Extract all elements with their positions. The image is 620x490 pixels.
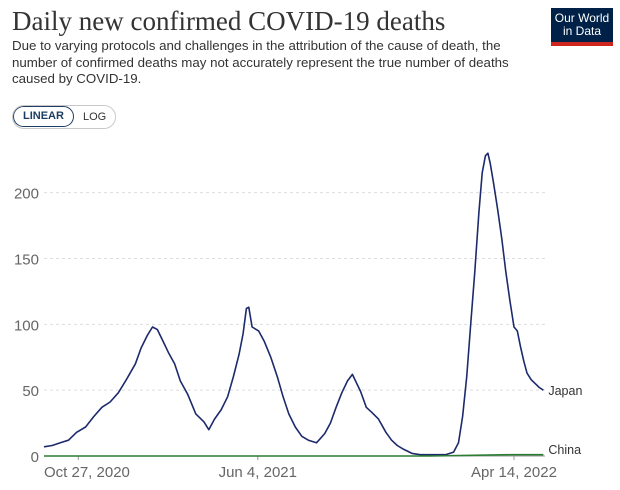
grid-lines <box>44 192 545 457</box>
x-tick-label: Jun 4, 2021 <box>219 464 297 481</box>
x-tick-label: Oct 27, 2020 <box>44 464 130 481</box>
y-axis-ticks: 0 50 100 150 200 <box>14 186 39 466</box>
x-axis-ticks: Oct 27, 2020 Jun 4, 2021 Apr 14, 2022 <box>44 456 557 481</box>
series-label-japan: Japan <box>548 384 582 398</box>
x-tick-label: Apr 14, 2022 <box>471 464 557 481</box>
series-line-china <box>44 453 544 457</box>
scale-toggle: LINEAR LOG <box>12 105 117 129</box>
logo-accent-bar <box>551 42 613 46</box>
series-labels: Japan China <box>548 384 582 457</box>
y-tick-label: 150 <box>14 252 39 269</box>
y-tick-label: 50 <box>22 383 39 400</box>
chart-subtitle: Due to varying protocols and challenges … <box>12 38 509 86</box>
series-label-china: China <box>548 443 581 457</box>
y-tick-label: 200 <box>14 186 39 203</box>
y-tick-label: 100 <box>14 317 39 334</box>
linear-scale-button[interactable]: LINEAR <box>13 106 74 127</box>
y-tick-label: 0 <box>31 449 39 466</box>
series-line-japan <box>43 152 544 456</box>
log-scale-button[interactable]: LOG <box>73 106 116 128</box>
chart-title: Daily new confirmed COVID-19 deaths <box>12 6 446 36</box>
series-lines <box>43 152 544 457</box>
owid-logo[interactable]: Our World in Data <box>551 8 613 46</box>
logo-line-1: Our World <box>554 11 610 25</box>
logo-line-2: in Data <box>562 24 602 38</box>
